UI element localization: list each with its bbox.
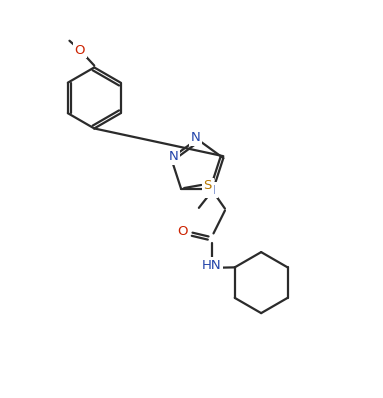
Text: N: N (190, 131, 200, 144)
Text: S: S (204, 179, 212, 192)
Text: HN: HN (202, 259, 221, 272)
Text: N: N (169, 150, 178, 163)
Text: N: N (206, 184, 216, 197)
Text: O: O (177, 225, 188, 238)
Text: O: O (75, 44, 85, 57)
